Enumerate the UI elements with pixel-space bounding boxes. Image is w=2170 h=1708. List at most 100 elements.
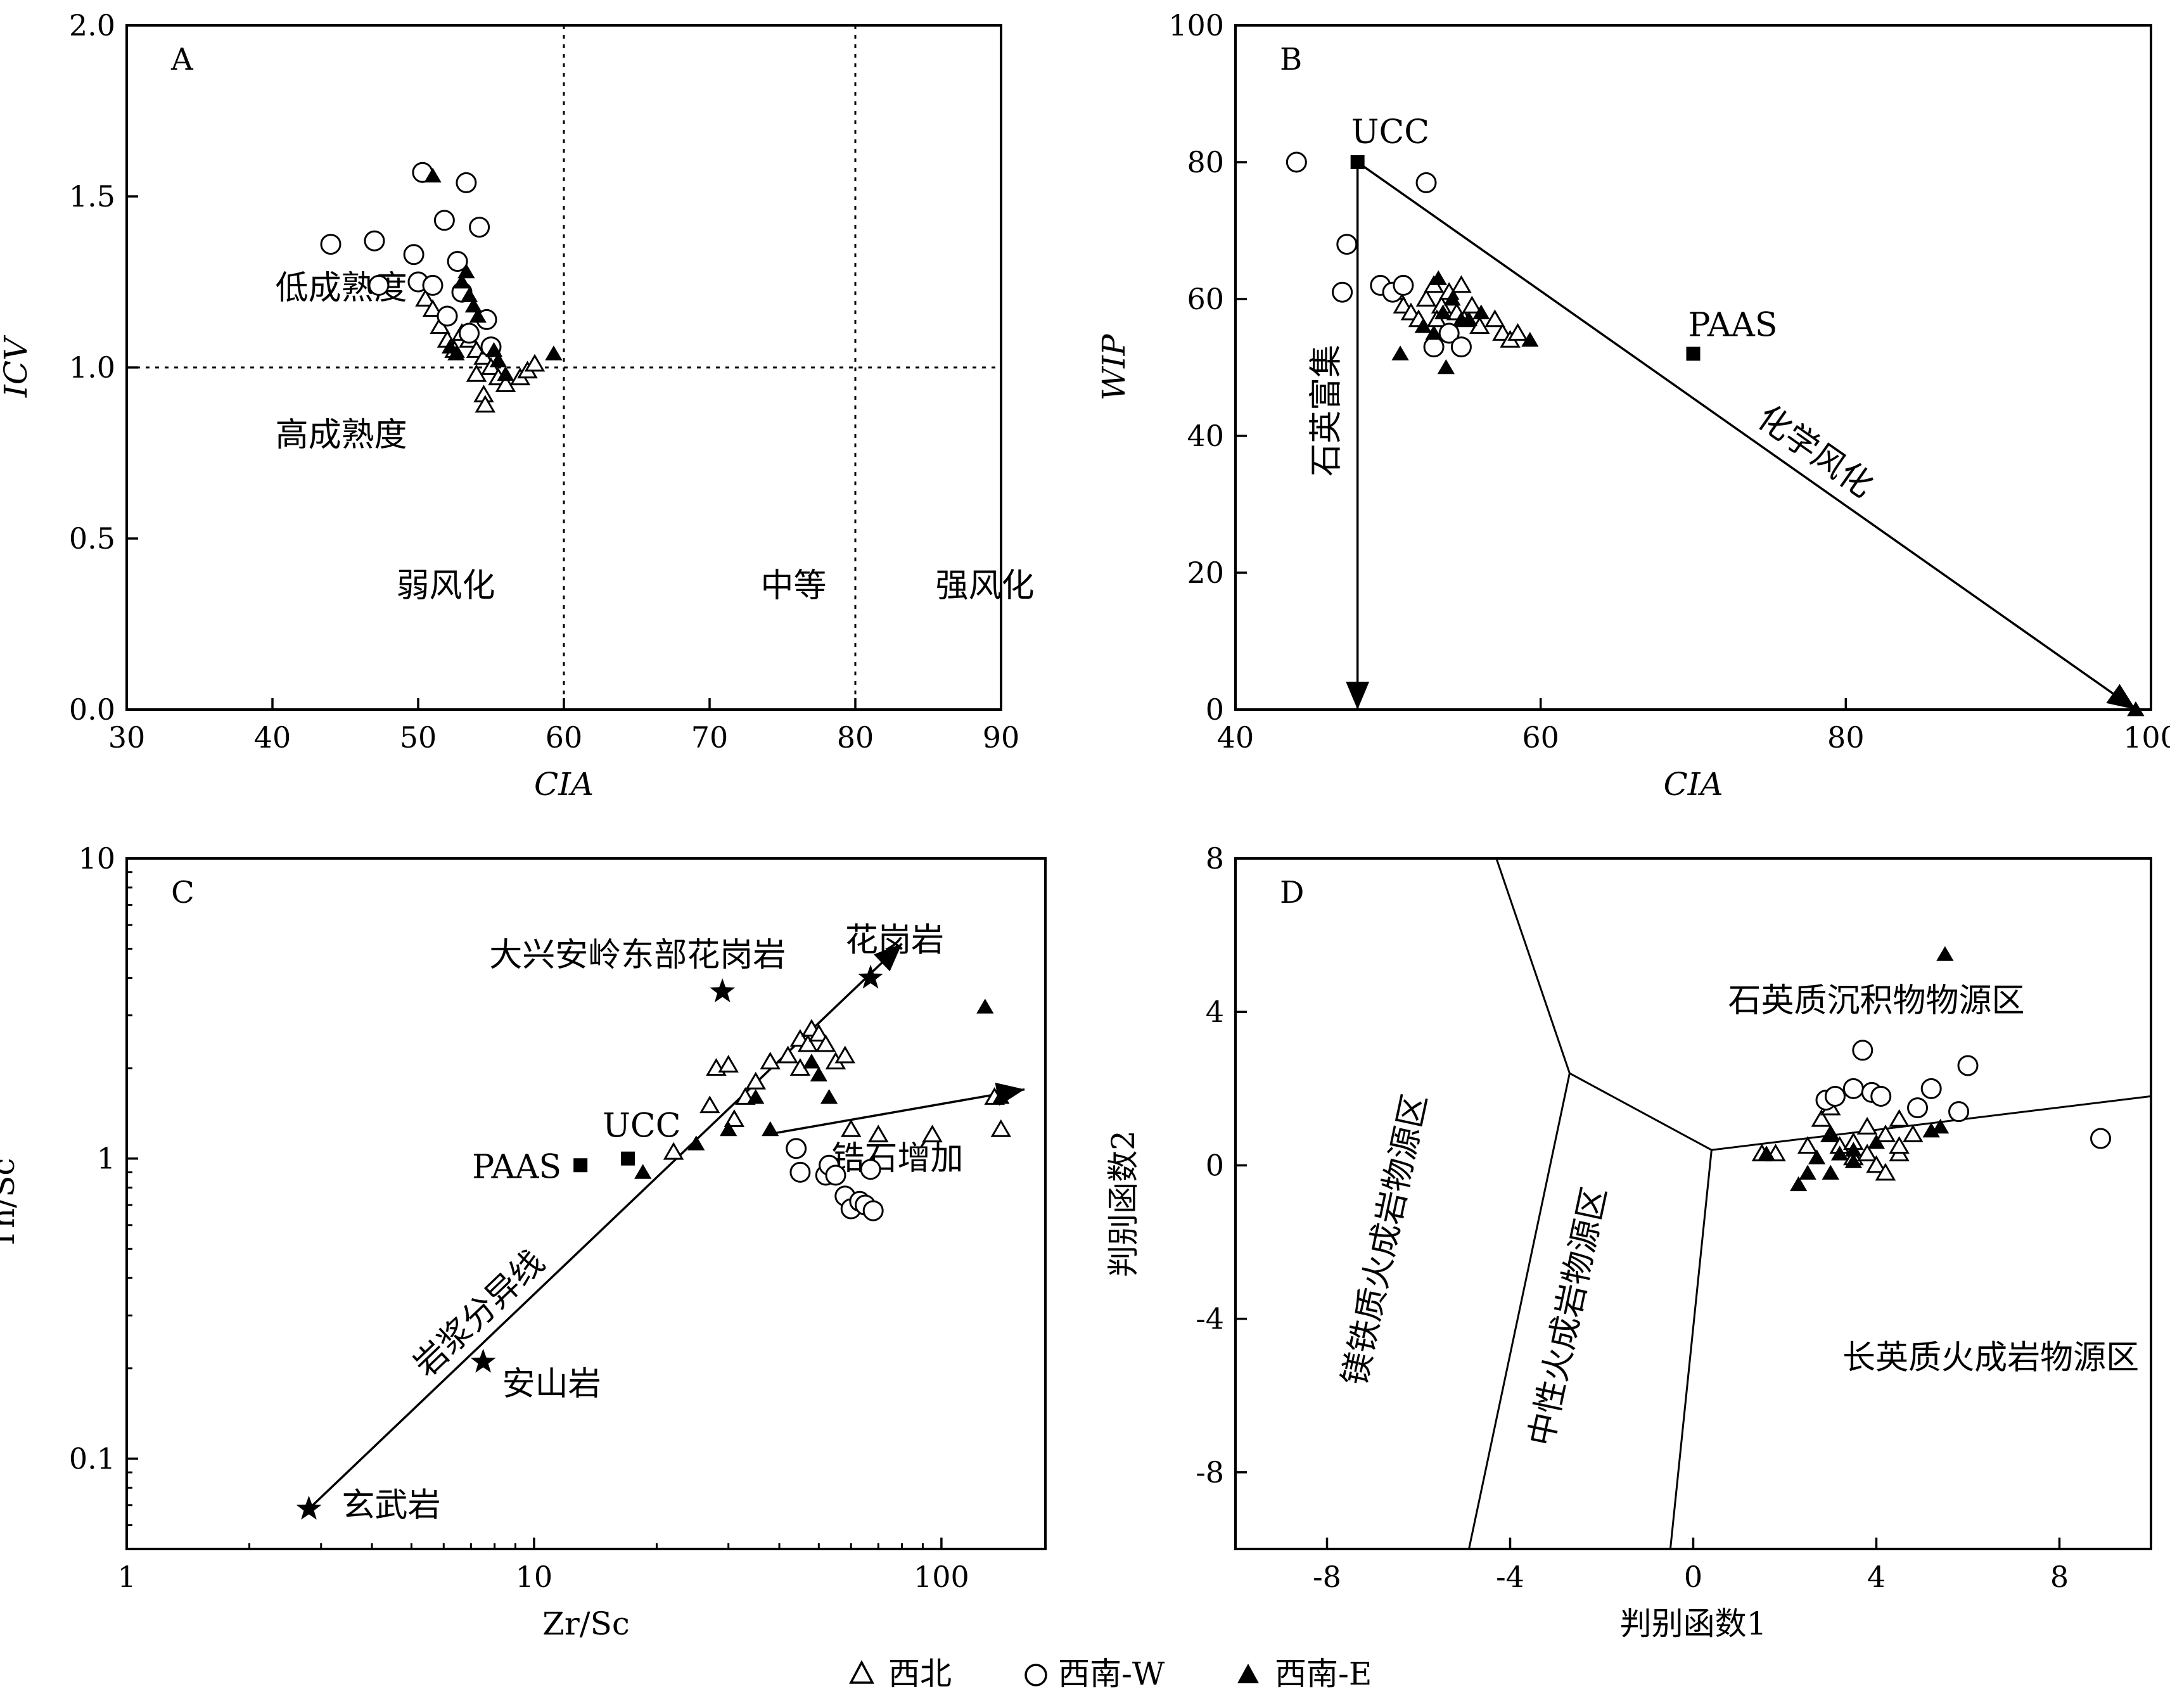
y-tick-label: 0.1	[69, 1441, 115, 1475]
y-tick-label: 80	[1187, 145, 1224, 179]
x-tick-label: 50	[400, 720, 437, 755]
data-point	[489, 352, 507, 367]
data-point	[424, 167, 442, 182]
data-point	[825, 1164, 846, 1186]
data-point	[868, 1125, 889, 1143]
y-tick-label: 0	[1206, 692, 1224, 727]
data-point	[1451, 275, 1472, 293]
y-tick-label: 100	[1168, 8, 1224, 42]
series-open-triangle	[663, 1019, 1012, 1160]
reference-point-marker	[858, 964, 883, 989]
legend-label: 西南-W	[1058, 1655, 1165, 1692]
data-point	[720, 1121, 737, 1137]
data-point	[457, 263, 475, 279]
series-open-circle	[1286, 151, 1472, 358]
data-point	[745, 1071, 767, 1090]
data-point	[1867, 1134, 1886, 1149]
reference-point-label: PAAS	[472, 1148, 561, 1186]
data-point	[1414, 318, 1432, 333]
reference-point-label: 安山岩	[502, 1365, 601, 1403]
data-point	[1844, 1142, 1863, 1157]
data-point	[1822, 1126, 1839, 1142]
data-point	[1831, 1145, 1849, 1161]
y-tick-label: 20	[1187, 556, 1224, 590]
data-point	[466, 364, 487, 382]
reference-point-marker	[573, 1158, 588, 1173]
plot-frame	[125, 857, 1047, 1550]
y-tick-label: 0.5	[69, 521, 115, 556]
data-point	[469, 217, 490, 238]
data-point	[1332, 281, 1353, 303]
panel-label: C	[171, 875, 195, 910]
data-point	[1521, 331, 1539, 347]
data-point	[2127, 701, 2145, 717]
data-point	[497, 366, 514, 381]
panel-label: D	[1280, 875, 1304, 910]
data-point	[1484, 309, 1505, 328]
region-label: 中性火成岩物源区	[1522, 1183, 1614, 1449]
legend: 西北 西南-W 西南-E	[849, 1655, 1372, 1692]
x-tick-label: 80	[1827, 720, 1865, 755]
panel-label: A	[170, 42, 194, 77]
data-point	[1425, 325, 1443, 340]
panel-c: 1 10 1000.1110Zr/ScTh/ScC岩浆分异线锆石增加UCCPAAS大…	[0, 841, 1047, 1642]
data-point	[1852, 1040, 1873, 1061]
data-point	[815, 1034, 836, 1052]
x-tick-label: 10	[516, 1560, 553, 1594]
data-point	[433, 210, 455, 231]
x-axis-label: CIA	[1663, 766, 1723, 803]
reference-point-label: 花岗岩	[845, 922, 944, 960]
data-point	[1443, 291, 1461, 306]
data-point	[803, 1054, 820, 1069]
data-point	[1758, 1145, 1775, 1161]
data-point	[820, 1089, 838, 1104]
data-point	[860, 1159, 881, 1180]
y-tick-label: 4	[1206, 995, 1224, 1029]
legend-item-sw-w: 西南-W	[1024, 1655, 1165, 1692]
data-point	[724, 1109, 745, 1127]
reference-point-label: UCC	[603, 1107, 680, 1145]
reference-point-label: PAAS	[1688, 306, 1778, 344]
data-point	[1472, 304, 1490, 319]
reference-point-marker	[621, 1151, 635, 1166]
y-tick-label: 0.0	[69, 692, 115, 727]
x-tick-label: 60	[1522, 720, 1559, 755]
data-point	[475, 395, 496, 413]
data-point	[1811, 1109, 1832, 1127]
data-point	[834, 1045, 856, 1064]
x-tick-label: -8	[1313, 1560, 1341, 1594]
y-tick-label: 1.5	[69, 179, 115, 213]
region-annotation: 中等	[761, 567, 827, 605]
trend-label: 锆石增加	[831, 1140, 963, 1178]
reference-point-marker	[470, 1348, 496, 1373]
data-point	[1429, 270, 1447, 285]
x-tick-label: 4	[1867, 1560, 1886, 1594]
trend-label: 石英富集	[1308, 345, 1346, 476]
data-point	[422, 274, 444, 296]
data-point	[320, 234, 341, 255]
data-point	[1932, 1118, 1950, 1134]
series-filled-triangle	[1758, 946, 1954, 1192]
data-point	[760, 1052, 781, 1069]
series-open-circle	[320, 162, 502, 358]
reference-point-marker	[710, 978, 736, 1003]
series-filled-triangle	[1391, 270, 2145, 717]
x-tick-label: 100	[914, 1560, 969, 1594]
y-axis-label: WIP	[1095, 333, 1132, 400]
data-point	[495, 374, 516, 392]
data-point	[469, 308, 487, 323]
y-tick-label: 1	[97, 1142, 115, 1176]
x-tick-label: 1	[117, 1560, 136, 1594]
panel-d: -8 -4 0 4 8 -8 -4 0 4 8 判别函数1 判别函数2 D 石英质沉积物物源区镁铁质火成岩…	[1105, 841, 2152, 1642]
data-point	[1808, 1149, 1826, 1164]
data-point	[797, 1034, 819, 1052]
panel-a: 30 40 50 60 70 80 900.00.51.01.52.0CIAICVA低成熟度…	[0, 8, 1035, 803]
series-filled-triangle	[634, 998, 1010, 1179]
data-point	[415, 289, 436, 307]
data-point	[699, 1095, 720, 1114]
y-axis-label: 判别函数2	[1105, 1130, 1142, 1277]
region-annotation: 高成熟度	[276, 416, 407, 454]
plot-frame	[1234, 24, 2152, 711]
